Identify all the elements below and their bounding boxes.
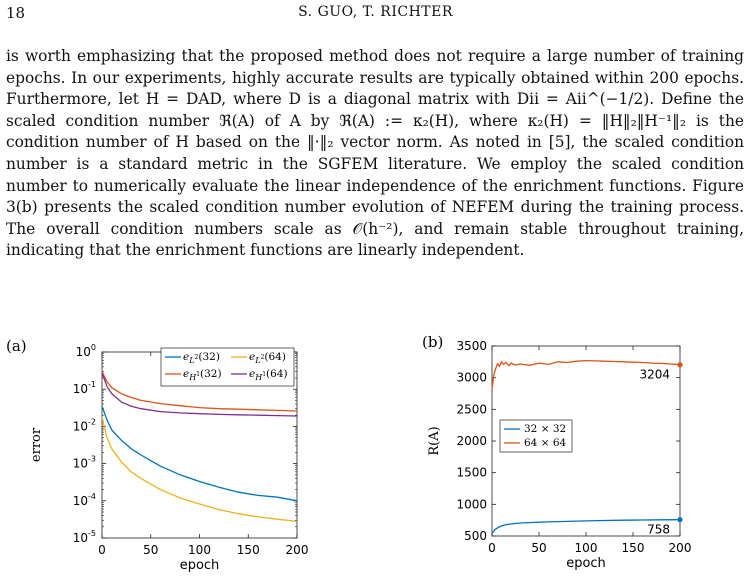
x-tick-label: 200: [669, 541, 692, 555]
running-head-authors: S. GUO, T. RICHTER: [298, 4, 453, 20]
legend-entry: 64 × 64: [524, 437, 567, 449]
legend-entry: eH1(32): [183, 368, 222, 382]
y-tick-label: 3500: [456, 339, 487, 353]
legend-box: [499, 419, 573, 453]
y-axis-label: error: [29, 427, 44, 462]
series-line-eh1-64-: [101, 372, 298, 417]
end-point-marker: [677, 517, 683, 523]
legend-entry: eL2(64): [249, 351, 286, 365]
series-line-64-64: [491, 359, 681, 390]
y-tick-label: 1500: [456, 466, 487, 480]
error-vs-epoch-chart: (a)0 50 100 150 20010-510-410-310-210-1100ep…: [6, 337, 309, 573]
figure-panel-a: (a) 0 50 100 150 200 10-5 10-4 10-3 10-2 10-1 100 ep…: [0, 330, 370, 582]
x-tick-label: 150: [622, 541, 645, 555]
series-line-eh1-32-: [101, 371, 298, 412]
data-label: 3204: [639, 368, 670, 382]
series-line-el2-32-: [101, 405, 298, 502]
x-tick-label: 100: [575, 541, 598, 555]
y-tick-label: 2500: [456, 402, 487, 416]
y-tick-label: 10-3: [73, 455, 96, 471]
running-header: 18 S. GUO, T. RICHTER: [6, 4, 745, 26]
y-tick-label: 10-4: [73, 492, 96, 508]
legend-entry: 32 × 32: [524, 423, 566, 435]
end-point-marker: [677, 362, 683, 368]
y-tick-label: 500: [464, 529, 487, 543]
y-tick-label: 10-5: [73, 529, 96, 545]
y-tick-label: 10-2: [73, 417, 96, 433]
legend-entry: eH1(64): [249, 368, 288, 382]
page-number: 18: [6, 4, 26, 22]
condition-number-chart: (b) 0 50 100 150 200 500 1000 1500 2000 2500 3000 35…: [422, 333, 692, 571]
x-tick-label: 100: [188, 543, 211, 557]
x-axis-label: epoch: [566, 556, 606, 571]
figure-panel-b: (b) 0 50 100 150 200 500 1000 1500 2000 2500 3000 35…: [378, 330, 751, 582]
y-axis-label: R(A): [427, 426, 442, 455]
y-tick-label: 3000: [456, 371, 487, 385]
data-label: 758: [647, 523, 670, 537]
x-tick-label: 0: [488, 541, 496, 555]
x-tick-label: 50: [531, 541, 546, 555]
x-axis-label: epoch: [180, 558, 220, 573]
x-tick-label: 200: [286, 543, 309, 557]
y-tick-label: 100: [76, 343, 96, 359]
body-paragraph: is worth emphasizing that the proposed m…: [6, 47, 744, 260]
panel-label: (a): [6, 337, 27, 355]
series-line-32-32: [491, 519, 681, 534]
y-tick-label: 10-1: [73, 380, 96, 396]
series-line-el2-64-: [101, 416, 298, 523]
x-tick-label: 0: [98, 543, 106, 557]
legend-entry: eL2(32): [183, 351, 220, 365]
x-tick-label: 150: [237, 543, 260, 557]
panel-label: (b): [422, 333, 443, 351]
y-tick-label: 1000: [456, 497, 487, 511]
legend-box: [160, 347, 295, 387]
x-tick-label: 50: [143, 543, 158, 557]
y-tick-label: 2000: [456, 434, 487, 448]
